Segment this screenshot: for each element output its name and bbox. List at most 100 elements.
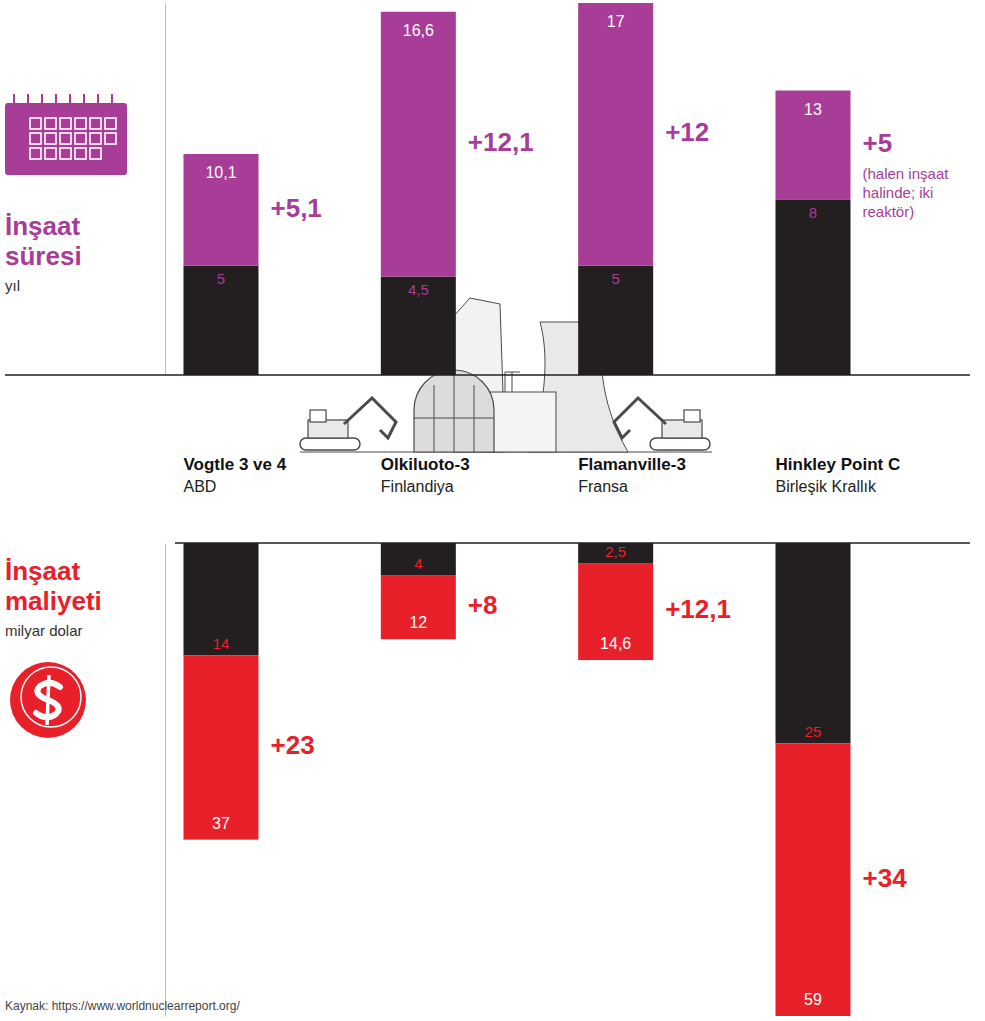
excavator — [614, 398, 710, 450]
planned-label: 4,5 — [408, 281, 429, 298]
chart-root: 510,1+5,14,516,6+12,1517+12813+5(halen i… — [0, 0, 985, 1021]
panel-unit: yıl — [5, 277, 20, 294]
calendar-ring — [13, 94, 15, 104]
excavator-body — [662, 420, 702, 438]
bar-overrun — [776, 743, 851, 1016]
category-label: Flamanville-3 — [578, 455, 686, 474]
note: (halen inşaathalinde; ikireaktör) — [863, 165, 950, 220]
planned-label: 8 — [809, 204, 817, 221]
reactor-dome — [414, 370, 494, 452]
calendar-cell — [90, 133, 101, 144]
bar-overrun — [381, 575, 456, 639]
planned-label: 2,5 — [605, 543, 626, 560]
chart-svg: 510,1+5,14,516,6+12,1517+12813+5(halen i… — [0, 0, 985, 1021]
bar-planned — [578, 266, 653, 375]
planned-label: 5 — [611, 270, 619, 287]
bar-overrun — [578, 563, 653, 660]
baseline — [5, 374, 970, 376]
bar-overrun — [184, 655, 259, 839]
overrun-label: +8 — [468, 590, 498, 620]
calendar-cell — [45, 148, 56, 159]
excavator-arm — [344, 398, 396, 438]
bar-planned — [184, 266, 259, 375]
overrun-label: +12 — [665, 117, 709, 147]
excavator-cab — [310, 410, 326, 422]
calendar-icon — [5, 94, 127, 175]
bar-planned — [184, 543, 259, 655]
calendar-cell — [60, 148, 71, 159]
axis-domain — [165, 4, 166, 376]
overrun-label: +5 — [863, 128, 893, 158]
excavator-track — [650, 438, 710, 450]
total-label: 17 — [607, 13, 625, 30]
calendar-body — [5, 103, 127, 175]
overrun-label: +34 — [863, 863, 908, 893]
calendar-ring — [97, 94, 99, 104]
calendar-cell — [60, 118, 71, 129]
bars — [184, 543, 851, 1016]
panel-unit: milyar dolar — [5, 622, 83, 639]
calendar-cell — [90, 118, 101, 129]
excavator — [300, 398, 396, 450]
bar-overrun — [184, 154, 259, 266]
axis-domain — [165, 544, 166, 1017]
total-label: 37 — [212, 815, 230, 832]
bar-overrun — [776, 91, 851, 200]
planned-label: 4 — [414, 555, 422, 572]
calendar-cell — [75, 148, 86, 159]
calendar-ring — [27, 94, 29, 104]
total-label: 16,6 — [403, 22, 434, 39]
dollar-icon — [10, 662, 86, 738]
planned-label: 5 — [217, 270, 225, 287]
overrun-label: +12,1 — [665, 594, 731, 624]
country-label: ABD — [184, 478, 217, 495]
calendar-cell — [30, 118, 41, 129]
calendar-cell — [45, 118, 56, 129]
value-axis — [165, 4, 166, 376]
bar-overrun — [381, 12, 456, 277]
calendar-cell — [75, 118, 86, 129]
total-label: 13 — [804, 101, 822, 118]
labels: 1437+23412+82,514,6+12,12559+34 — [212, 543, 907, 1008]
category-label: Vogtle 3 ve 4 — [184, 455, 287, 474]
calendar-ring — [83, 94, 85, 104]
calendar-ring — [111, 94, 113, 104]
calendar-cell — [45, 133, 56, 144]
calendar-cell — [30, 148, 41, 159]
bars — [184, 3, 851, 375]
planned-label: 14 — [213, 635, 230, 652]
dollar-circle — [10, 662, 86, 738]
overrun-label: +23 — [271, 730, 315, 760]
bar-planned — [381, 543, 456, 575]
calendar-cell — [30, 133, 41, 144]
country-label: Birleşik Krallık — [776, 478, 877, 495]
category-labels: Vogtle 3 ve 4 ABD Olkiluoto-3 Finlandiya Fla… — [184, 455, 901, 495]
note-line: (halen inşaat — [863, 165, 950, 182]
country-label: Finlandiya — [381, 478, 454, 495]
excavator-cab — [684, 410, 700, 422]
panel-title-line: İnşaat — [5, 556, 80, 586]
panel-title: İnşaatsüresi — [5, 211, 82, 271]
bar-planned — [776, 200, 851, 375]
value-axis — [165, 544, 166, 1017]
category-label: Olkiluoto-3 — [381, 455, 470, 474]
total-label: 14,6 — [600, 635, 631, 652]
overrun-label: +5,1 — [271, 193, 322, 223]
baseline — [175, 542, 970, 544]
excavator-track — [300, 438, 360, 450]
bar-overrun — [578, 3, 653, 266]
total-label: 12 — [409, 614, 427, 631]
panel: 510,1+5,14,516,6+12,1517+12813+5(halen i… — [5, 3, 970, 376]
calendar-ring — [55, 94, 57, 104]
category-label: Hinkley Point C — [776, 455, 901, 474]
panel: 1437+23412+82,514,6+12,12559+34İnşaatmal… — [5, 543, 970, 1017]
bar-planned — [578, 543, 653, 563]
panel-title-line: süresi — [5, 241, 82, 271]
reactor-dome-lines — [414, 371, 494, 452]
planned-label: 25 — [805, 723, 822, 740]
source: Kaynak: https://www.worldnuclearreport.o… — [5, 999, 240, 1013]
excavator-body — [308, 420, 348, 438]
dollar-bar — [47, 675, 49, 725]
bar-planned — [776, 543, 851, 743]
turbine-building — [488, 392, 556, 452]
